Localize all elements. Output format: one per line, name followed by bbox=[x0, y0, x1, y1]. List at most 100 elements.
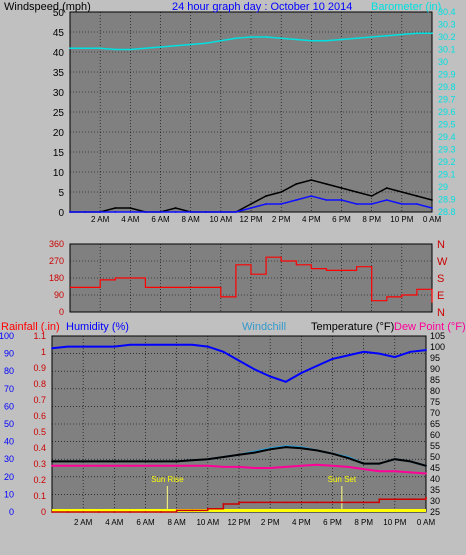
temp-point bbox=[222, 456, 225, 458]
wind-xtick-label: 4 PM bbox=[302, 215, 321, 224]
wind-point bbox=[325, 39, 328, 42]
wind-ytick-label: 45 bbox=[53, 28, 65, 39]
temp-series-group: Sun Rise Sun Set bbox=[51, 343, 427, 513]
temp-point bbox=[160, 460, 162, 463]
temp-point bbox=[191, 509, 194, 512]
temp-point bbox=[51, 464, 53, 467]
temp-xtick-label: 8 AM bbox=[168, 518, 187, 527]
wind-point bbox=[400, 33, 403, 36]
temp-xtick-label: 10 AM bbox=[196, 518, 219, 527]
temp-point bbox=[300, 501, 303, 504]
wind-point bbox=[129, 207, 132, 209]
temp-point bbox=[425, 349, 427, 351]
temp-point bbox=[316, 501, 318, 504]
direction-compass-label: N bbox=[437, 239, 445, 251]
temp-ytick-label: 40 bbox=[430, 474, 440, 484]
wind-point bbox=[280, 37, 283, 40]
temp-point bbox=[362, 350, 365, 353]
windspeed-axis-title: Windspeed (mph) bbox=[4, 1, 91, 13]
rain-ytick-label: 1.1 bbox=[33, 331, 46, 341]
temp-point bbox=[206, 458, 209, 461]
wind-ytick-label: 30 bbox=[53, 88, 65, 99]
wind-point bbox=[400, 203, 403, 205]
wind-xtick-label: 6 AM bbox=[151, 215, 170, 224]
temp-point bbox=[331, 452, 334, 455]
wind-point bbox=[84, 47, 86, 50]
temp-point bbox=[316, 365, 318, 367]
temp-point bbox=[82, 460, 85, 463]
wind-point bbox=[370, 203, 373, 205]
barometer-ytick-label: 29.2 bbox=[438, 157, 456, 167]
temp-point bbox=[331, 464, 334, 467]
windchill-axis-title: Windchill bbox=[242, 321, 286, 333]
temp-ytick-label: 45 bbox=[430, 463, 440, 473]
temp-point bbox=[82, 511, 85, 513]
wind-series-group bbox=[69, 32, 433, 213]
temp-point bbox=[113, 460, 116, 463]
temp-point bbox=[222, 503, 225, 505]
wind-point bbox=[310, 195, 313, 197]
wind-ytick-label: 50 bbox=[53, 8, 65, 19]
temp-point bbox=[238, 453, 240, 456]
direction-series-line bbox=[70, 256, 433, 303]
temp-ytick-label: 30 bbox=[430, 496, 440, 506]
wind-point bbox=[174, 207, 177, 209]
temp-point bbox=[409, 460, 412, 463]
wind-point bbox=[295, 199, 298, 201]
temp-point bbox=[409, 498, 412, 501]
wind-point bbox=[340, 199, 343, 201]
temp-point bbox=[175, 464, 178, 467]
temperature-axis-title: Temperature (°F) bbox=[311, 321, 394, 333]
temp-point bbox=[82, 464, 85, 467]
temp-ytick-label: 100 bbox=[430, 342, 445, 352]
wind-grid bbox=[70, 11, 433, 213]
temp-point bbox=[191, 459, 194, 462]
temp-ytick-label: 50 bbox=[430, 452, 440, 462]
wind-point bbox=[219, 211, 222, 213]
temp-point bbox=[66, 345, 69, 348]
temp-point bbox=[409, 471, 412, 474]
temp-point bbox=[269, 448, 272, 451]
wind-xtick-label: 8 AM bbox=[182, 215, 201, 224]
direction-compass-label: S bbox=[437, 273, 444, 285]
temp-point bbox=[269, 467, 272, 469]
rain-ytick-label: 0 bbox=[41, 507, 46, 517]
temp-point bbox=[284, 501, 287, 504]
wind-point bbox=[174, 211, 177, 213]
temp-point bbox=[284, 466, 287, 468]
wind-point bbox=[235, 211, 237, 213]
temp-axis-labels: 0 10 20 30 40 50 60 70 80 90 100 0 0.1 0.2 0.3 0.4 0.5 0.… bbox=[0, 331, 445, 527]
temp-point bbox=[300, 447, 303, 450]
barometer-ytick-label: 29.4 bbox=[438, 132, 456, 142]
humidity-ytick-label: 50 bbox=[4, 419, 14, 429]
wind-ytick-label: 40 bbox=[53, 48, 65, 59]
temp-point bbox=[409, 350, 412, 353]
temp-point bbox=[253, 451, 256, 454]
temp-point bbox=[175, 509, 178, 512]
wind-point bbox=[204, 211, 207, 213]
wind-point bbox=[340, 38, 343, 41]
wind-point bbox=[431, 207, 433, 209]
temp-point bbox=[238, 359, 240, 362]
wind-point bbox=[340, 187, 343, 189]
wind-point bbox=[400, 191, 403, 193]
wind-xtick-label: 6 PM bbox=[332, 215, 351, 224]
temp-ytick-label: 35 bbox=[430, 485, 440, 495]
rain-ytick-label: 0.6 bbox=[33, 411, 46, 421]
humidity-ytick-label: 60 bbox=[4, 401, 14, 411]
temp-point bbox=[347, 466, 349, 468]
temp-point bbox=[253, 467, 256, 469]
humidity-ytick-label: 40 bbox=[4, 437, 14, 447]
wind-xtick-label: 10 AM bbox=[209, 215, 232, 224]
wind-point bbox=[431, 32, 433, 35]
temp-point bbox=[66, 464, 69, 467]
temp-point bbox=[378, 352, 381, 355]
temp-point bbox=[300, 464, 303, 467]
temp-point bbox=[300, 372, 303, 374]
temp-xtick-label: 4 AM bbox=[105, 518, 124, 527]
chart-title: 24 hour graph day : October 10 2014 bbox=[172, 1, 352, 13]
wind-point bbox=[265, 195, 267, 197]
direction-ytick-label: 270 bbox=[49, 256, 64, 266]
temp-point bbox=[316, 463, 318, 466]
